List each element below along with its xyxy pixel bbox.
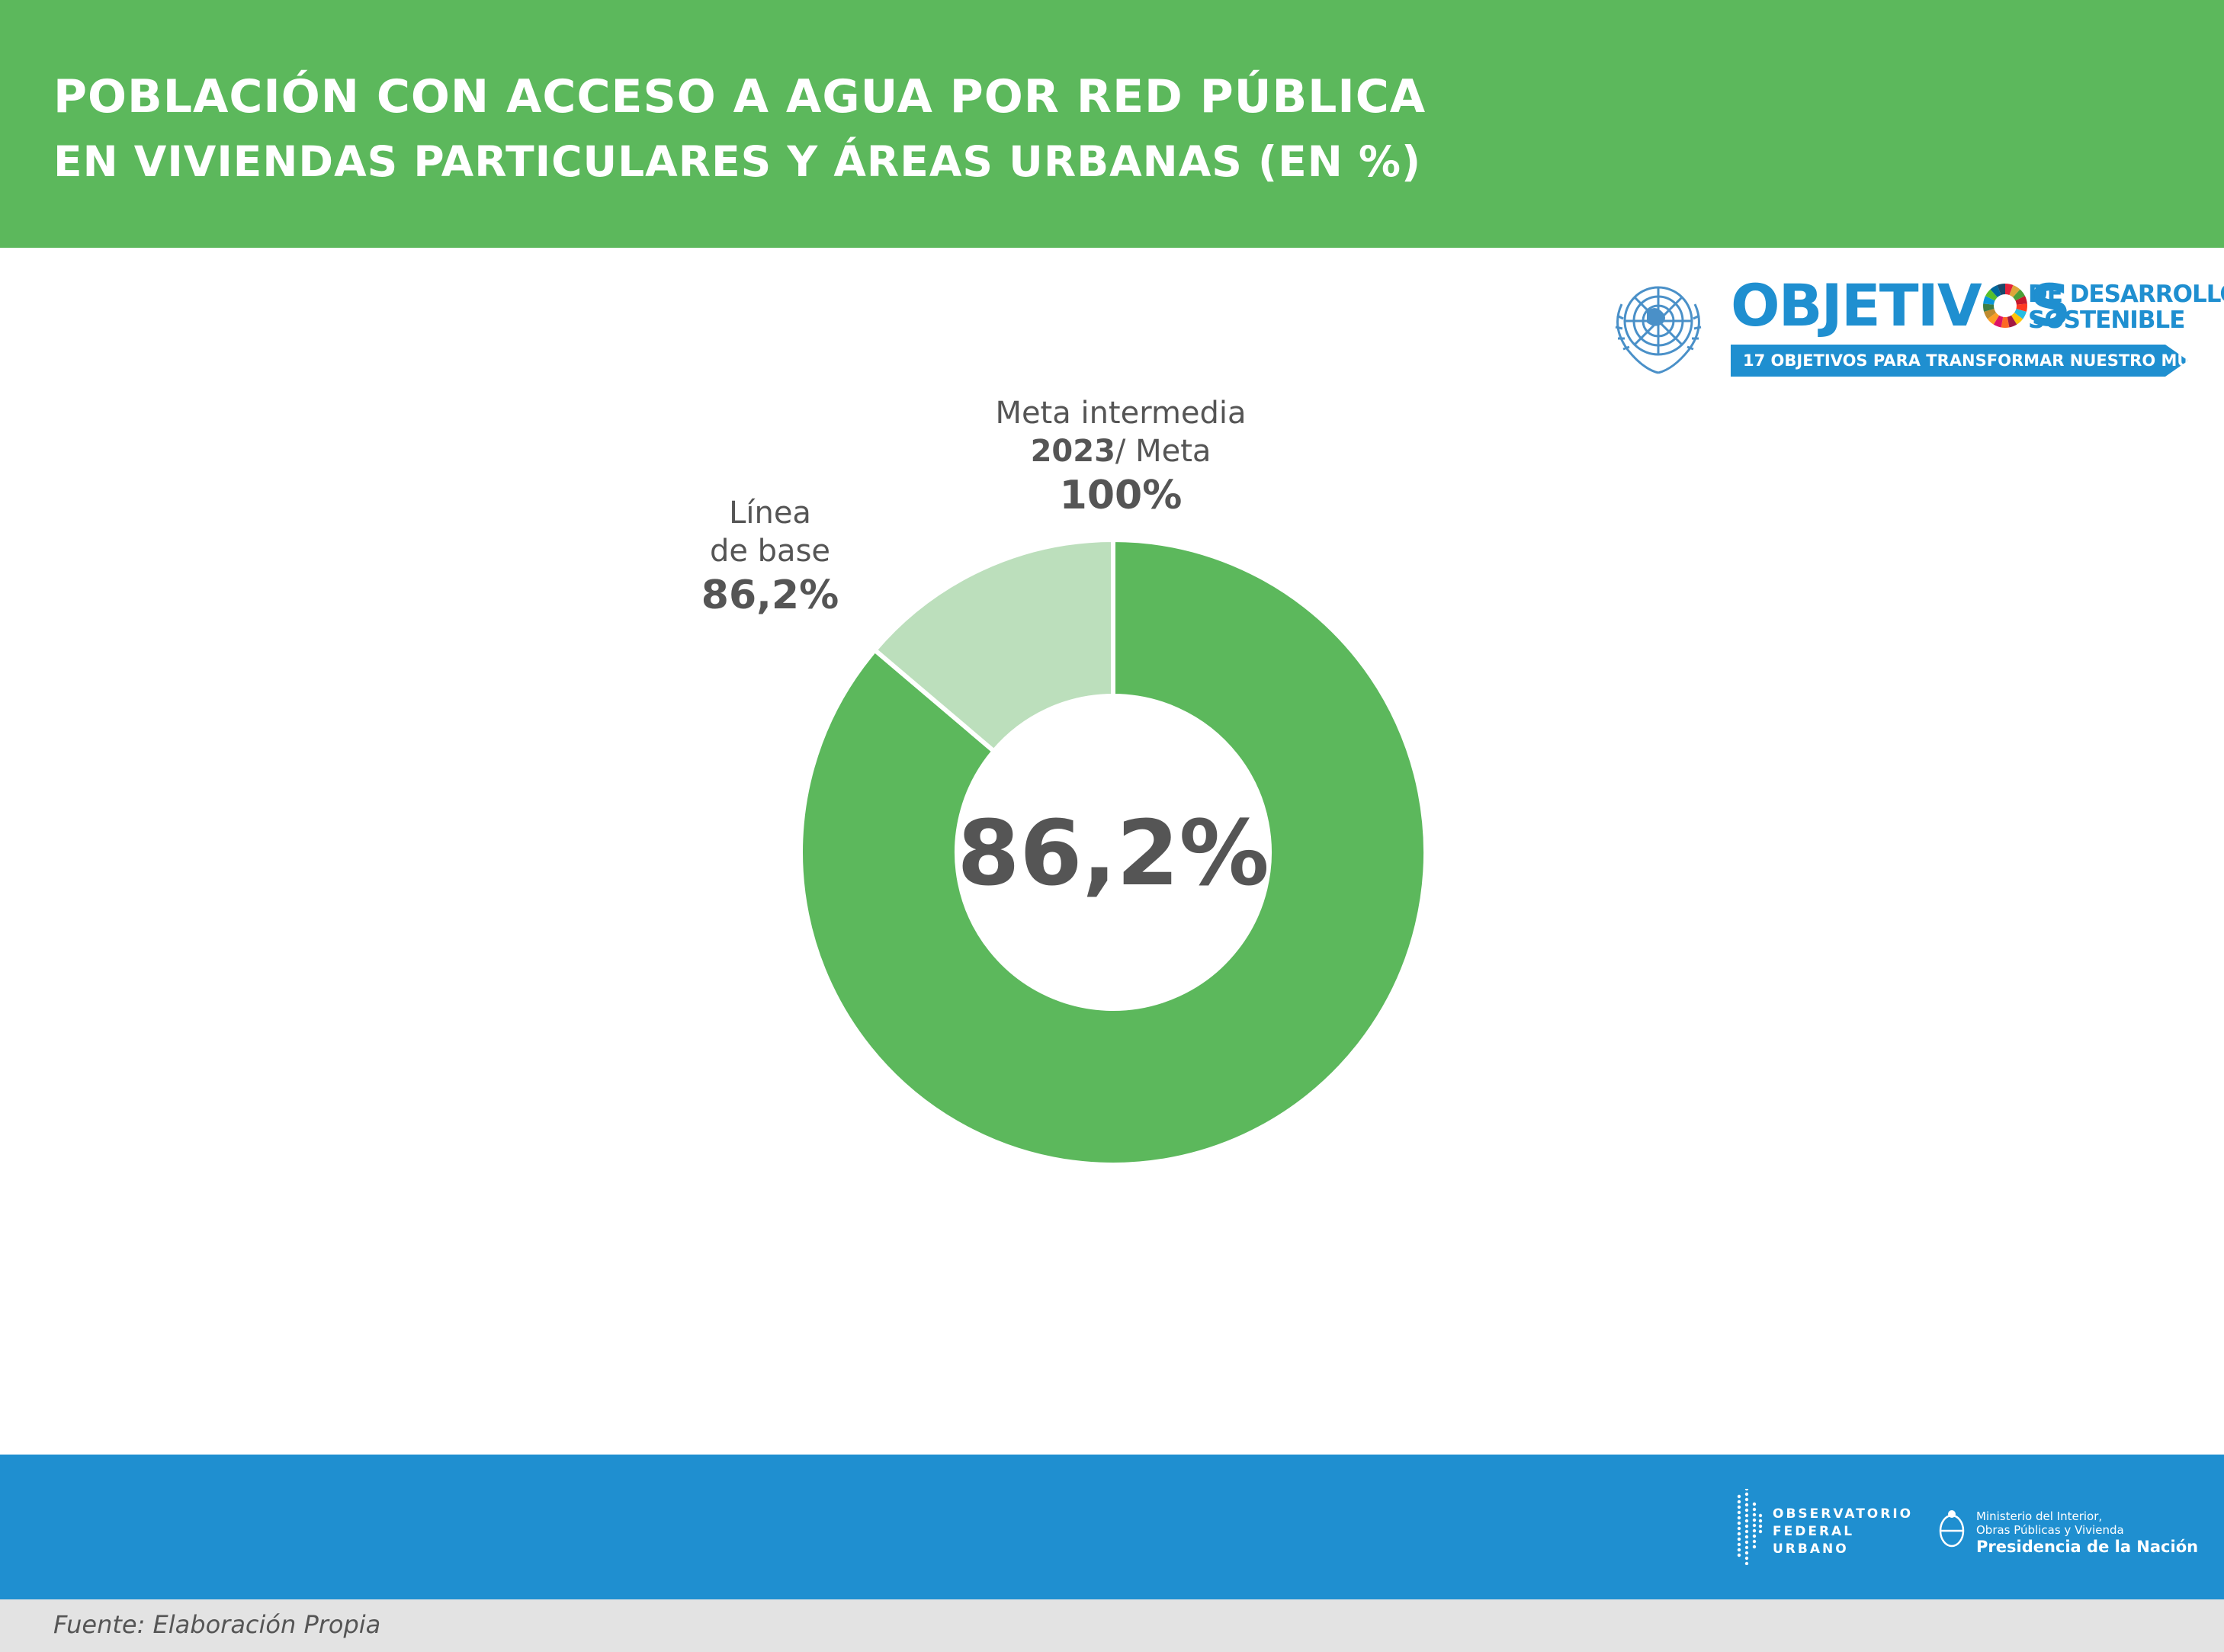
ofu-dot <box>1758 1513 1763 1518</box>
ofu-dot <box>1744 1492 1749 1496</box>
observatorio-text: OBSERVATORIO FEDERAL URBANO <box>1773 1506 1913 1558</box>
ministry-line1: Ministerio del Interior, <box>1976 1509 2103 1523</box>
ofu-dot <box>1737 1526 1741 1531</box>
chart-title: POBLACIÓN CON ACCESO A AGUA POR RED PÚBL… <box>53 70 1427 123</box>
header-band: POBLACIÓN CON ACCESO A AGUA POR RED PÚBL… <box>0 0 2224 248</box>
ministry-line3: Presidencia de la Nación <box>1976 1538 2199 1556</box>
donut-slices <box>798 537 1428 1167</box>
ofu-dot <box>1752 1518 1757 1522</box>
donut-slice-base <box>798 537 1428 1167</box>
ofu-dot <box>1737 1505 1741 1509</box>
ofu-dot <box>1737 1521 1741 1525</box>
ofu-dot <box>1744 1535 1749 1539</box>
ofu-dot <box>1752 1539 1757 1544</box>
ofu-dot <box>1752 1512 1757 1517</box>
ofu-dot <box>1737 1537 1741 1541</box>
ods-side-line2: SOSTENIBLE <box>2028 306 2185 334</box>
ods-word-right: S <box>2029 271 2072 339</box>
goal-annotation: Meta intermedia 2023/ Meta 100% <box>961 394 1281 521</box>
ofu-dot <box>1737 1510 1741 1515</box>
donut-slice-gap <box>871 537 1115 755</box>
base-value-label: 86,2% <box>701 573 839 618</box>
observatorio-logo: OBSERVATORIO FEDERAL URBANO <box>1735 1489 1918 1565</box>
ods-word-left: OBJETIV <box>1731 271 1982 339</box>
ofu-dot <box>1737 1516 1741 1520</box>
ods-logo: OBJETIV S DE DESARROLLO SOSTENIBLE 17 OBJ… <box>1601 271 2224 385</box>
ofu-dot <box>1737 1494 1741 1499</box>
ofu-dot <box>1744 1556 1749 1561</box>
ofu-dot <box>1752 1529 1757 1533</box>
observatorio-dots-icon <box>1737 1489 1763 1565</box>
goal-label-suffix: / Meta <box>1115 434 1211 469</box>
ofu-dot <box>1744 1519 1749 1523</box>
chart-subtitle: EN VIVIENDAS PARTICULARES Y ÁREAS URBANA… <box>53 137 1422 186</box>
ofu-dot <box>1744 1545 1749 1550</box>
ods-tagline: 17 OBJETIVOS PARA TRANSFORMAR NUESTRO MU… <box>1743 351 2224 370</box>
ods-wordmark: OBJETIV S <box>1731 277 2071 335</box>
base-label-line2: de base <box>709 534 831 569</box>
goal-label-line2: 2023/ Meta <box>961 432 1281 470</box>
ofu-dot <box>1737 1548 1741 1552</box>
ofu-dot <box>1744 1524 1749 1529</box>
ministry-logo: Ministerio del Interior, Obras Públicas … <box>1937 1508 2203 1561</box>
ofu-dot <box>1744 1497 1749 1502</box>
footer-band: OBSERVATORIO FEDERAL URBANO Ministerio d… <box>0 1455 2224 1599</box>
argentina-crest-icon <box>1939 1510 1965 1548</box>
ofu-dot <box>1737 1553 1741 1557</box>
goal-label-year: 2023 <box>1030 434 1115 469</box>
base-label-line1: Línea <box>729 496 811 531</box>
un-emblem-icon <box>1615 286 1702 374</box>
ofu-dot <box>1752 1502 1757 1506</box>
ofu-dot <box>1752 1523 1757 1528</box>
ods-ribbon: 17 OBJETIVOS PARA TRANSFORMAR NUESTRO MU… <box>1731 345 2188 377</box>
source-note: Fuente: Elaboración Propia <box>53 1610 381 1639</box>
ods-wheel-icon <box>1982 284 2027 328</box>
ofu-line2: FEDERAL <box>1773 1524 1855 1539</box>
ofu-dot <box>1758 1519 1763 1523</box>
ofu-dot <box>1744 1513 1749 1518</box>
ofu-dot <box>1744 1529 1749 1534</box>
ofu-dot <box>1752 1545 1757 1549</box>
ods-side-text: DE DESARROLLO SOSTENIBLE <box>2028 281 2224 333</box>
ofu-line1: OBSERVATORIO <box>1773 1506 1914 1522</box>
ofu-dot <box>1758 1529 1763 1534</box>
center-value-label: 86,2% <box>957 800 1269 906</box>
ofu-line3: URBANO <box>1773 1541 1849 1557</box>
ofu-dot <box>1744 1503 1749 1507</box>
ofu-dot <box>1744 1489 1749 1491</box>
ofu-dot <box>1758 1524 1763 1529</box>
ofu-dot <box>1744 1508 1749 1512</box>
ofu-dot <box>1752 1534 1757 1538</box>
ofu-dot <box>1752 1507 1757 1512</box>
ofu-dot <box>1737 1532 1741 1536</box>
ods-side-line1: DE DESARROLLO <box>2028 281 2224 308</box>
ofu-dot <box>1744 1551 1749 1555</box>
ofu-dot <box>1744 1561 1749 1565</box>
ministry-text: Ministerio del Interior, Obras Públicas … <box>1976 1509 2198 1557</box>
base-annotation: Línea de base 86,2% <box>671 494 869 621</box>
goal-value-label: 100% <box>1059 473 1183 518</box>
ofu-dot <box>1737 1500 1741 1504</box>
ministry-line2: Obras Públicas y Vivienda <box>1976 1523 2124 1537</box>
source-band: Fuente: Elaboración Propia <box>0 1599 2224 1652</box>
ofu-dot <box>1737 1542 1741 1547</box>
ofu-dot <box>1744 1540 1749 1545</box>
goal-label-line1: Meta intermedia <box>995 396 1247 431</box>
